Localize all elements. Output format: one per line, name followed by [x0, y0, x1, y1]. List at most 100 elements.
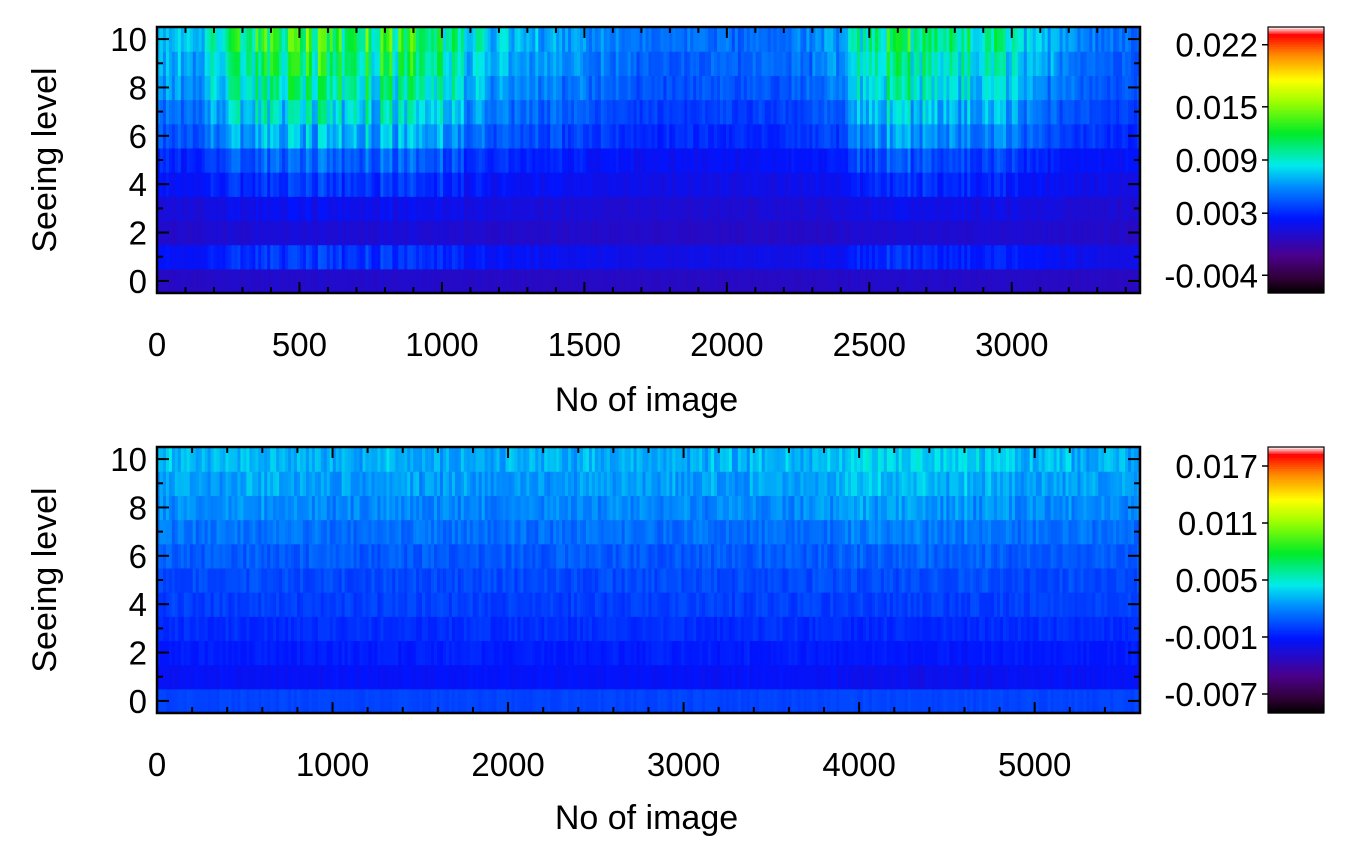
- heatmap-cell: [496, 268, 501, 294]
- heatmap-cell: [171, 471, 176, 496]
- heatmap-cell: [532, 123, 536, 149]
- heatmap-cell: [371, 519, 376, 545]
- heatmap-cell: [734, 51, 739, 76]
- heatmap-cell: [585, 268, 590, 294]
- heatmap-cell: [368, 616, 373, 642]
- heatmap-cell: [258, 172, 262, 197]
- heatmap-cell: [314, 616, 319, 642]
- heatmap-cell: [898, 51, 903, 76]
- heatmap-cell: [380, 495, 384, 521]
- heatmap-cell: [279, 640, 283, 666]
- heatmap-cell: [728, 123, 733, 149]
- heatmap-cell: [797, 99, 802, 125]
- heatmap-cell: [338, 123, 343, 149]
- heatmap-cell: [833, 172, 837, 197]
- heatmap-cell: [773, 123, 778, 149]
- heatmap-cell: [868, 268, 873, 294]
- heatmap-cell: [1119, 123, 1123, 149]
- heatmap-cell: [597, 75, 602, 101]
- heatmap-cell: [1020, 99, 1025, 125]
- heatmap-cell: [508, 51, 513, 76]
- heatmap-cell: [827, 220, 831, 246]
- heatmap-cell: [1056, 99, 1061, 125]
- heatmap-cell: [267, 172, 271, 197]
- heatmap-cell: [365, 172, 370, 197]
- heatmap-cell: [243, 688, 247, 714]
- heatmap-cell: [407, 519, 411, 545]
- heatmap-cell: [577, 196, 581, 222]
- heatmap-cell: [279, 147, 283, 173]
- heatmap-cell: [1101, 172, 1105, 197]
- heatmap-cell: [258, 471, 262, 496]
- heatmap-cell: [1098, 268, 1102, 294]
- heatmap-cell: [204, 616, 209, 642]
- heatmap-cell: [362, 471, 367, 496]
- heatmap-cell: [484, 99, 489, 125]
- heatmap-cell: [249, 640, 253, 666]
- heatmap-cell: [338, 688, 343, 714]
- heatmap-cell: [207, 51, 212, 76]
- heatmap-cell: [681, 268, 685, 294]
- colorbar-step: [1268, 204, 1324, 208]
- heatmap-cell: [487, 196, 492, 222]
- heatmap-cell: [198, 196, 203, 222]
- heatmap-cell: [195, 688, 200, 714]
- heatmap-cell: [308, 123, 313, 149]
- heatmap-cell: [481, 123, 486, 149]
- heatmap-cell: [404, 688, 408, 714]
- heatmap-cell: [928, 196, 933, 222]
- heatmap-cell: [719, 99, 724, 125]
- heatmap-cell: [1113, 147, 1117, 173]
- heatmap-cell: [562, 172, 566, 197]
- heatmap-cell: [868, 123, 873, 149]
- heatmap-cell: [904, 172, 909, 197]
- heatmap-cell: [362, 592, 367, 617]
- heatmap-cell: [305, 147, 310, 173]
- heatmap-cell: [669, 196, 673, 222]
- heatmap-cell: [404, 75, 408, 101]
- heatmap-cell: [264, 27, 268, 52]
- heatmap-cell: [958, 196, 962, 222]
- heatmap-cell: [603, 244, 608, 270]
- heatmap-cell: [961, 99, 965, 125]
- heatmap-cell: [246, 567, 250, 593]
- heatmap-cell: [594, 244, 599, 270]
- heatmap-cell: [1113, 244, 1117, 270]
- heatmap-cell: [299, 51, 304, 76]
- heatmap-cell: [219, 268, 224, 294]
- heatmap-cell: [797, 172, 802, 197]
- heatmap-cell: [213, 172, 218, 197]
- heatmap-cell: [270, 220, 274, 246]
- heatmap-cell: [460, 220, 465, 246]
- heatmap-cell: [299, 196, 304, 222]
- heatmap-cell: [815, 75, 819, 101]
- heatmap-cell: [317, 495, 322, 521]
- heatmap-cell: [1083, 268, 1087, 294]
- heatmap-cell: [797, 123, 802, 149]
- heatmap-cell: [204, 640, 209, 666]
- heatmap-cell: [514, 123, 519, 149]
- colorbar-step: [1268, 179, 1324, 183]
- heatmap-cell: [916, 51, 921, 76]
- heatmap-cell: [579, 220, 584, 246]
- heatmap-cell: [344, 196, 349, 222]
- heatmap-cell: [454, 664, 459, 690]
- heatmap-cell: [493, 196, 498, 222]
- heatmap-cell: [308, 519, 313, 545]
- heatmap-cell: [898, 147, 903, 173]
- heatmap-cell: [916, 268, 921, 294]
- heatmap-cell: [579, 196, 584, 222]
- heatmap-cell: [201, 640, 206, 666]
- heatmap-cell: [728, 75, 733, 101]
- heatmap-cell: [800, 220, 804, 246]
- heatmap-cell: [285, 123, 289, 149]
- heatmap-cell: [648, 220, 653, 246]
- heatmap-cell: [1038, 123, 1043, 149]
- heatmap-cell: [419, 519, 423, 545]
- heatmap-cell: [1059, 123, 1064, 149]
- heatmap-cell: [520, 27, 524, 52]
- heatmap-cell: [782, 123, 787, 149]
- heatmap-cell: [243, 99, 247, 125]
- heatmap-cell: [231, 543, 236, 569]
- heatmap-cell: [308, 592, 313, 617]
